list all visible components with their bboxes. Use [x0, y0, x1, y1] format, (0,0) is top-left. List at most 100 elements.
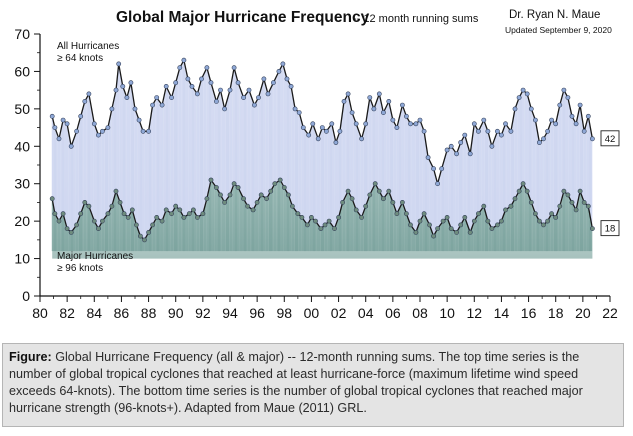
- data-point: [481, 117, 487, 123]
- series-major-hurricanes: [49, 177, 595, 243]
- data-point: [569, 113, 575, 119]
- data-point: [60, 211, 66, 217]
- data-point: [425, 155, 431, 160]
- data-point: [64, 121, 70, 127]
- data-point: [140, 128, 146, 134]
- data-point: [541, 136, 546, 142]
- data-point: [386, 188, 392, 194]
- data-point: [132, 106, 138, 112]
- data-point: [109, 203, 115, 209]
- data-point: [376, 188, 382, 194]
- data-point: [467, 229, 473, 235]
- data-point: [189, 84, 195, 89]
- data-point: [475, 211, 481, 217]
- data-point: [444, 147, 450, 153]
- data-point: [142, 237, 147, 243]
- data-point: [137, 233, 143, 239]
- data-point: [128, 80, 134, 86]
- data-point: [390, 199, 396, 205]
- data-point: [154, 95, 160, 100]
- data-point: [208, 80, 214, 86]
- y-tick-label: 50: [14, 101, 30, 117]
- data-point: [577, 188, 583, 194]
- data-point: [573, 121, 579, 127]
- data-point: [565, 192, 571, 198]
- data-point: [524, 91, 530, 97]
- data-point: [439, 166, 445, 172]
- data-point: [585, 113, 591, 119]
- data-point: [52, 125, 58, 130]
- x-tick-label: 90: [168, 305, 184, 321]
- data-point: [363, 121, 369, 127]
- data-point: [204, 65, 210, 71]
- series-label-major-line2: ≥ 96 knots: [57, 263, 103, 274]
- data-point: [113, 188, 119, 194]
- data-point: [376, 91, 382, 97]
- data-point: [251, 102, 257, 108]
- data-point: [181, 57, 187, 63]
- data-point: [533, 211, 538, 217]
- x-tick-label: 20: [575, 305, 591, 321]
- data-point: [185, 76, 191, 82]
- data-point: [349, 196, 355, 202]
- data-point: [190, 207, 196, 213]
- data-point: [222, 106, 227, 112]
- data-point: [310, 121, 316, 127]
- chart-updated: Updated September 9, 2020: [505, 25, 612, 35]
- x-tick-label: 10: [439, 305, 455, 321]
- data-point: [56, 218, 62, 224]
- data-point: [577, 102, 583, 108]
- x-tick-label: 80: [32, 305, 48, 321]
- data-point: [520, 87, 526, 93]
- data-point: [431, 233, 436, 239]
- data-point: [222, 199, 227, 205]
- chart-area: Global Major Hurricane Frequency -- 12 m…: [6, 0, 630, 328]
- data-point: [585, 203, 591, 209]
- data-point: [146, 229, 151, 235]
- data-point: [264, 196, 269, 202]
- data-point: [91, 121, 97, 127]
- data-point: [417, 218, 423, 224]
- data-point: [569, 199, 575, 205]
- data-point: [557, 203, 563, 209]
- data-point: [489, 226, 495, 231]
- data-point: [503, 207, 508, 213]
- data-point: [78, 113, 84, 119]
- data-point: [96, 226, 101, 231]
- data-point: [553, 214, 559, 220]
- data-point: [349, 110, 355, 115]
- data-point: [231, 65, 237, 71]
- data-point: [313, 218, 318, 224]
- data-point: [194, 91, 200, 97]
- data-point: [408, 121, 413, 127]
- data-point: [372, 181, 378, 187]
- data-point: [462, 132, 468, 138]
- data-point: [299, 214, 305, 220]
- data-point: [353, 207, 359, 213]
- data-point: [386, 99, 392, 104]
- data-point: [485, 128, 491, 134]
- data-point: [113, 87, 119, 93]
- data-point: [208, 177, 214, 183]
- data-point: [315, 136, 321, 142]
- data-point: [503, 121, 508, 127]
- data-point: [454, 229, 459, 235]
- data-point: [96, 132, 101, 138]
- x-tick-label: 16: [521, 305, 537, 321]
- data-point: [200, 211, 206, 217]
- data-point: [380, 110, 386, 115]
- data-point: [417, 117, 423, 123]
- data-point: [235, 80, 241, 86]
- data-point: [159, 218, 165, 224]
- data-point: [281, 185, 287, 190]
- data-point: [359, 214, 364, 220]
- data-point: [448, 226, 454, 231]
- data-point: [367, 95, 373, 100]
- data-point: [549, 211, 554, 217]
- y-tick-label: 10: [14, 251, 30, 267]
- data-point: [64, 226, 70, 231]
- data-point: [565, 95, 571, 100]
- data-point: [494, 222, 500, 228]
- data-point: [296, 110, 302, 115]
- data-point: [528, 106, 534, 112]
